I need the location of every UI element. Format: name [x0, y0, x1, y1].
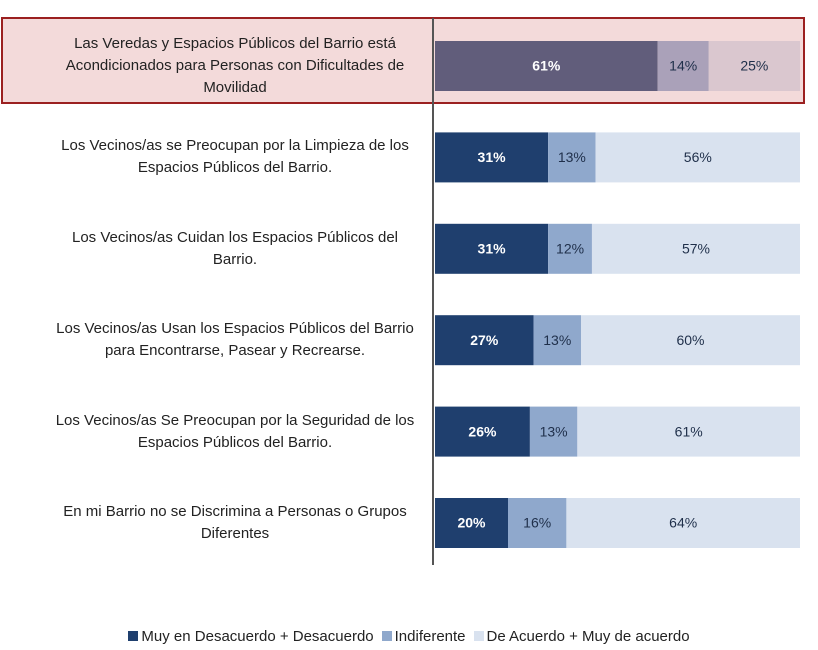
value-label: 56%: [684, 149, 712, 165]
value-label: 16%: [523, 515, 551, 531]
bar-segment: [581, 315, 800, 366]
bar-segment: [435, 406, 530, 457]
legend-item: Muy en Desacuerdo + Desacuerdo: [128, 628, 374, 645]
value-label: 25%: [740, 58, 768, 74]
bar-segment: [435, 498, 508, 548]
bar-segment: [533, 315, 581, 366]
category-label: Los Vecinos/as Cuidan los Espacios Públi…: [71, 228, 399, 268]
legend-swatch: [128, 631, 139, 641]
value-label: 64%: [669, 515, 697, 531]
bar-segment: [435, 132, 549, 183]
highlight-box: [1, 17, 805, 104]
value-label: 12%: [556, 241, 584, 257]
bar-segment: [435, 315, 534, 366]
value-label: 14%: [669, 58, 697, 74]
category-label: Los Vecinos/as Se Preocupan por la Segur…: [55, 411, 415, 451]
value-label: 31%: [478, 149, 507, 165]
bar-segment: [657, 41, 709, 91]
bar-segment: [508, 498, 567, 548]
legend-item: Indiferente: [381, 628, 466, 645]
legend-swatch: [473, 631, 484, 641]
legend-item: De Acuerdo + Muy de acuerdo: [473, 628, 690, 645]
category-label: Las Veredas y Espacios Públicos del Barr…: [65, 35, 405, 96]
category-label: En mi Barrio no se Discrimina a Personas…: [63, 503, 407, 542]
value-label: 61%: [532, 58, 561, 74]
legend-label: Indiferente: [394, 628, 466, 645]
legend: Muy en Desacuerdo + Desacuerdo Indiferent…: [0, 628, 818, 645]
bar-segment: [595, 132, 800, 183]
value-label: 13%: [558, 149, 586, 165]
bar-segment: [566, 498, 800, 548]
value-label: 31%: [478, 241, 507, 257]
bar-segment: [435, 41, 658, 91]
category-label: Los Vecinos/as se Preocupan por la Limpi…: [61, 137, 409, 177]
bar-segment: [435, 223, 549, 274]
value-label: 13%: [540, 423, 568, 439]
value-label: 27%: [470, 332, 499, 348]
category-label: Los Vecinos/as Usan los Espacios Público…: [56, 320, 414, 360]
bar-segment: [529, 406, 578, 457]
bar-segment: [548, 223, 592, 274]
legend-swatch: [381, 631, 392, 641]
bar-segment: [548, 132, 596, 183]
legend-label: De Acuerdo + Muy de acuerdo: [486, 628, 690, 645]
value-label: 60%: [676, 332, 704, 348]
legend-label: Muy en Desacuerdo + Desacuerdo: [141, 628, 374, 645]
value-label: 61%: [675, 423, 703, 439]
value-label: 13%: [543, 332, 571, 348]
bar-segment: [708, 41, 800, 91]
value-label: 26%: [468, 423, 497, 439]
bar-segment: [591, 223, 800, 274]
value-label: 57%: [682, 241, 710, 257]
value-label: 20%: [457, 515, 486, 531]
bar-segment: [577, 406, 800, 457]
